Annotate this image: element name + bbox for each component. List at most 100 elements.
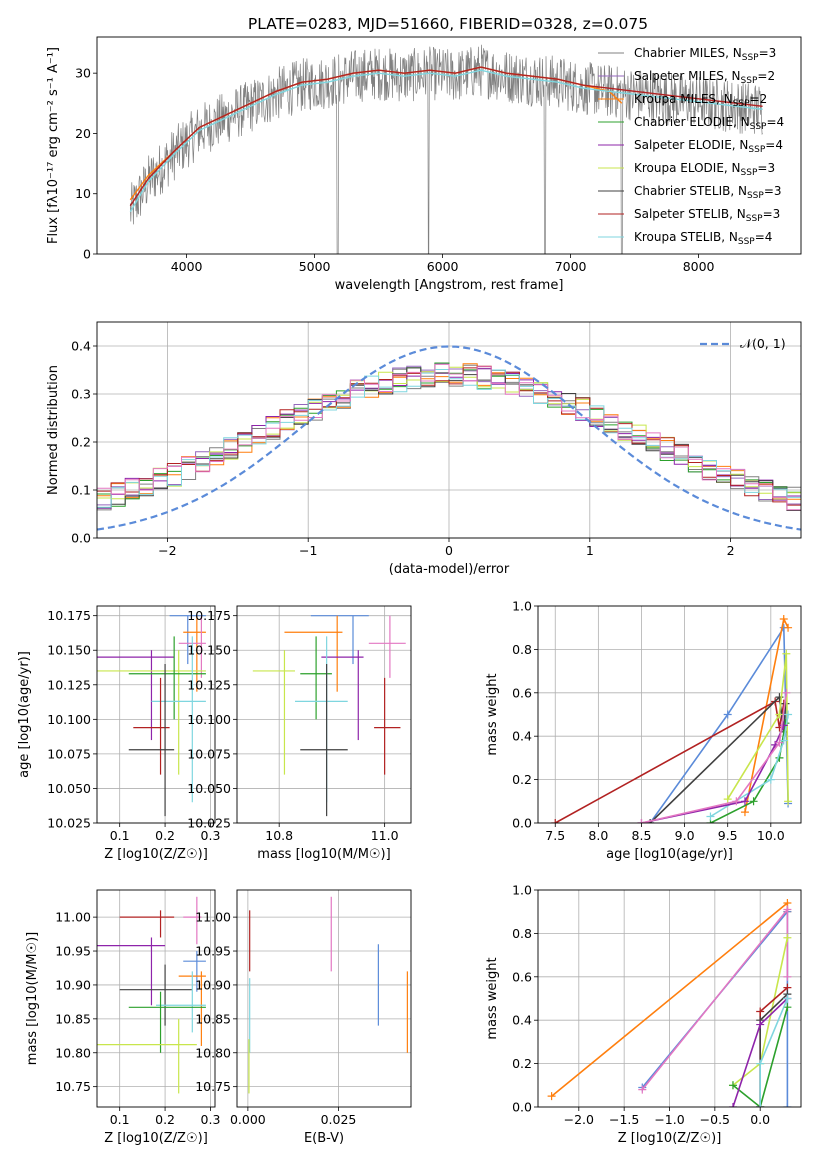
x-tick-label: 0.025 xyxy=(321,1112,357,1127)
weight-marker xyxy=(783,1103,792,1107)
y-tick-label: 0.2 xyxy=(512,1056,532,1071)
x-tick-label: 8.0 xyxy=(588,828,608,843)
panel-weight-vs-age: 7.5 8.0 8.5 9.0 9.5 10.0 0.0 0.2 0.4 0.6 0.8 1.0 age… xyxy=(485,599,802,862)
weight-path xyxy=(710,723,787,823)
x-tick-label: 8000 xyxy=(683,259,715,274)
x-tick-label: 0.3 xyxy=(201,828,221,843)
x-tick-label: 7000 xyxy=(555,259,587,274)
weight-marker xyxy=(784,710,793,719)
y-tick-label: 0.8 xyxy=(512,926,532,941)
plot-area xyxy=(551,615,793,823)
axes-frame xyxy=(236,889,412,1108)
weight-marker xyxy=(779,615,788,624)
y-tick-label: 0.6 xyxy=(512,685,532,700)
x-tick-label: 11.0 xyxy=(371,828,399,843)
y-tick-label: 11.00 xyxy=(55,910,91,925)
panel-age-vs-mass: 10.8 11.0 10.025 10.050 10.075 10.100 10.125 10… xyxy=(187,605,412,862)
y-tick-label: 10.025 xyxy=(47,816,91,831)
y-tick-label: 10.075 xyxy=(187,746,231,761)
y-tick-label: 0.4 xyxy=(512,729,532,744)
panel-residual-hist: −2 −1 0 1 2 0.0 0.1 0.2 0.3 0.4 (data-model)/error… xyxy=(46,321,802,577)
x-tick-label: −0.5 xyxy=(700,1112,730,1127)
normal-reference-curve xyxy=(97,345,801,531)
y-tick-label: 10.75 xyxy=(195,1079,231,1094)
weight-marker xyxy=(784,623,793,632)
y-tick-label: 0.8 xyxy=(512,642,532,657)
y-tick-label: 0.2 xyxy=(71,435,91,450)
x-tick-label: 9.0 xyxy=(675,828,695,843)
weight-marker xyxy=(723,795,732,804)
plot-area xyxy=(97,896,206,1094)
weight-marker xyxy=(638,1085,647,1094)
plot-area xyxy=(129,44,763,254)
weight-path xyxy=(727,653,789,802)
histogram-step xyxy=(97,363,801,511)
weight-marker xyxy=(740,808,749,817)
weight-marker xyxy=(779,736,788,745)
legend-label: Chabrier STELIB, NSSP=3 xyxy=(634,184,782,201)
plot-area xyxy=(547,899,792,1107)
y-tick-label: 10.125 xyxy=(187,677,231,692)
legend-label: Salpeter MILES, NSSP=2 xyxy=(634,69,775,86)
y-tick-label: 10.150 xyxy=(47,643,91,658)
x-axis-label: (data-model)/error xyxy=(389,562,510,577)
plot-area xyxy=(97,345,801,531)
y-axis-label: mass weight xyxy=(485,957,500,1039)
axes-frame xyxy=(537,605,802,824)
weight-marker xyxy=(723,710,732,719)
x-tick-label: 1 xyxy=(586,543,594,558)
axes-frame xyxy=(96,605,216,824)
weight-path xyxy=(710,714,789,818)
y-tick-label: 10.100 xyxy=(187,712,231,727)
y-tick-label: 10.025 xyxy=(187,816,231,831)
y-tick-label: 10.80 xyxy=(55,1045,91,1060)
legend-label: 𝒩(0, 1) xyxy=(740,336,786,351)
legend-label: Salpeter ELODIE, NSSP=4 xyxy=(634,138,783,155)
weight-marker xyxy=(783,972,792,981)
x-tick-label: 0.3 xyxy=(201,1112,221,1127)
y-tick-label: 0.4 xyxy=(512,1013,532,1028)
weight-marker xyxy=(756,1103,765,1107)
weight-marker xyxy=(637,819,646,823)
weight-marker xyxy=(783,1003,792,1012)
x-tick-label: −2 xyxy=(158,543,176,558)
y-tick-label: 10.80 xyxy=(195,1045,231,1060)
weight-marker xyxy=(784,797,793,806)
weight-marker xyxy=(756,1059,765,1068)
panel-mass-vs-ebv: 0.000 0.025 10.75 10.80 10.85 10.90 10.95 11.00… xyxy=(195,889,412,1146)
y-tick-label: 10.90 xyxy=(195,977,231,992)
model-spectrum-line xyxy=(129,66,763,207)
axes-frame xyxy=(96,36,802,255)
y-tick-label: 0.3 xyxy=(71,387,91,402)
x-tick-label: 2 xyxy=(727,543,735,558)
y-axis-label: mass weight xyxy=(485,673,500,755)
y-tick-label: 10.90 xyxy=(55,977,91,992)
legend-label: Kroupa MILES, NSSP=2 xyxy=(634,92,767,109)
y-tick-label: 10.075 xyxy=(47,746,91,761)
y-tick-label: 0.4 xyxy=(71,339,91,354)
y-tick-label: 0.0 xyxy=(512,816,532,831)
x-axis-label: age [log10(age/yr)] xyxy=(606,847,733,862)
weight-path xyxy=(641,725,785,823)
observed-spectrum-line xyxy=(129,44,763,254)
y-tick-label: 10.050 xyxy=(47,781,91,796)
plot-area xyxy=(248,896,408,1094)
y-tick-label: 0.2 xyxy=(512,772,532,787)
x-axis-label: Z [log10(Z/Z☉)] xyxy=(104,1131,208,1146)
weight-marker xyxy=(783,933,792,942)
weight-marker xyxy=(740,797,749,806)
weight-marker xyxy=(782,688,791,697)
y-tick-label: 20 xyxy=(75,126,91,141)
panel-weight-vs-Z: −2.0 −1.5 −1.0 −0.5 0.0 0.0 0.2 0.4 0.6 0.8 1.0 Z [… xyxy=(485,883,802,1146)
weight-marker xyxy=(756,1007,765,1016)
x-tick-label: 10.0 xyxy=(757,828,785,843)
plot-area xyxy=(252,615,406,817)
x-tick-label: 4000 xyxy=(171,259,203,274)
y-tick-label: 10.75 xyxy=(55,1079,91,1094)
panel-mass-vs-Z: 0.1 0.2 0.3 10.75 10.80 10.85 10.90 10.95 11.00 Z… xyxy=(25,889,221,1146)
legend-label: Chabrier MILES, NSSP=3 xyxy=(634,46,776,63)
weight-path xyxy=(649,625,789,823)
y-tick-label: 10.050 xyxy=(187,781,231,796)
y-axis-label: mass [log10(M/M☉)] xyxy=(25,932,40,1065)
